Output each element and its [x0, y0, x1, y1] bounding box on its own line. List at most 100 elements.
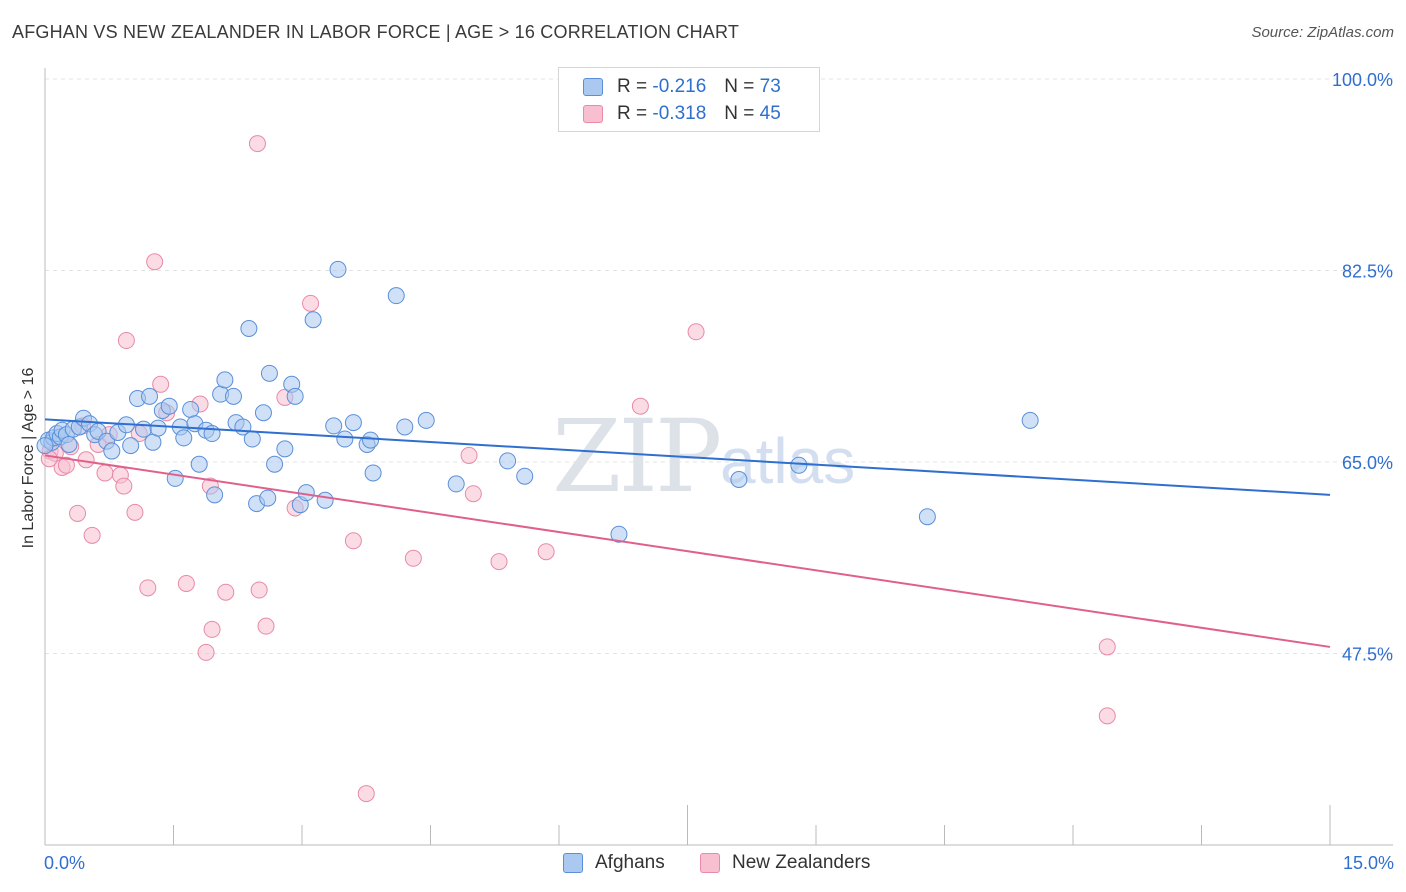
- afghan-point: [364, 464, 382, 482]
- nz-point: [460, 446, 478, 464]
- afghan-point: [304, 311, 322, 329]
- bottom-legend-label-afghans: Afghans: [595, 852, 665, 873]
- afghan-point: [610, 525, 628, 543]
- afghan-point: [730, 471, 748, 489]
- afghan-point: [175, 429, 193, 447]
- legend-r-label: R =: [617, 76, 648, 97]
- afghan-point: [190, 455, 208, 473]
- nz-point: [250, 581, 268, 599]
- nz-point: [217, 583, 235, 601]
- afghan-point: [141, 387, 159, 405]
- afghan-point: [918, 508, 936, 526]
- afghan-point: [276, 440, 294, 458]
- bottom-legend-swatch-afghans: [563, 853, 583, 873]
- afghan-point: [790, 456, 808, 474]
- afghan-point: [166, 469, 184, 487]
- afghan-point: [224, 387, 242, 405]
- nz-point: [490, 553, 508, 571]
- legend-r-value-new-zealanders: -0.318: [652, 103, 707, 124]
- y-tick-label: 47.5%: [1342, 645, 1393, 665]
- nz-point: [464, 485, 482, 503]
- bottom-legend-swatch-new-zealanders: [700, 853, 720, 873]
- afghans-points: [36, 260, 1039, 543]
- afghan-point: [362, 431, 380, 449]
- nz-point: [537, 543, 555, 561]
- afghan-point: [396, 418, 414, 436]
- nz-point: [126, 503, 144, 521]
- nz-point: [197, 643, 215, 661]
- afghan-point: [260, 364, 278, 382]
- legend-row-afghans: R = -0.216 N = 73: [583, 76, 781, 98]
- afghan-point: [329, 260, 347, 278]
- y-tick-label: 100.0%: [1332, 70, 1393, 90]
- afghan-point: [182, 400, 200, 418]
- nz-point: [631, 397, 649, 415]
- afghan-point: [266, 455, 284, 473]
- legend-n-value-new-zealanders: 45: [759, 103, 781, 124]
- legend-swatch-new-zealanders: [583, 105, 603, 123]
- new-zealanders-points: [40, 135, 1116, 803]
- legend-n-label: N =: [724, 76, 755, 97]
- bottom-legend-label-new-zealanders: New Zealanders: [732, 852, 871, 873]
- x-tick-label-max: 15.0%: [1342, 853, 1394, 873]
- x-tick-label-min: 0.0%: [44, 853, 86, 873]
- afghan-point: [336, 430, 354, 448]
- bottom-legend-new-zealanders: New Zealanders: [700, 852, 870, 874]
- afghan-point: [206, 486, 224, 504]
- nz-point: [57, 456, 75, 474]
- tick-labels: 47.5% 65.0% 82.5% 100.0%: [1332, 70, 1393, 665]
- nz-point: [96, 464, 114, 482]
- afghan-point: [447, 475, 465, 493]
- chart-title: AFGHAN VS NEW ZEALANDER IN LABOR FORCE |…: [12, 22, 740, 42]
- trend-lines: [44, 418, 1331, 648]
- afghan-point: [387, 287, 405, 305]
- afghan-point: [160, 397, 178, 415]
- legend-n-label: N =: [724, 103, 755, 124]
- nz-point: [152, 375, 170, 393]
- new-zealanders-trend-line: [44, 454, 1331, 648]
- grid-layer: [45, 78, 1393, 654]
- nz-point: [69, 504, 87, 522]
- afghan-point: [254, 404, 272, 422]
- legend-r-label: R =: [617, 103, 648, 124]
- afghan-point: [243, 430, 261, 448]
- nz-point: [248, 135, 266, 153]
- nz-point: [146, 253, 164, 271]
- nz-point: [357, 785, 375, 803]
- legend-n-value-afghans: 73: [759, 76, 781, 97]
- afghan-point: [240, 319, 258, 337]
- nz-point: [344, 532, 362, 550]
- nz-point: [139, 579, 157, 597]
- legend-row-new-zealanders: R = -0.318 N = 45: [583, 103, 781, 125]
- afghan-point: [103, 442, 121, 460]
- bottom-legend-afghans: Afghans: [563, 852, 665, 874]
- nz-point: [177, 574, 195, 592]
- afghan-point: [259, 489, 277, 507]
- afghan-point: [316, 491, 334, 509]
- afghans-trend-line: [44, 418, 1331, 496]
- nz-point: [687, 323, 705, 341]
- axis-layer: [44, 68, 1393, 846]
- source-label: Source: ZipAtlas.com: [1251, 24, 1394, 41]
- afghan-point: [60, 435, 78, 453]
- afghan-point: [144, 433, 162, 451]
- afghan-point: [216, 371, 234, 389]
- nz-point: [257, 617, 275, 635]
- nz-point: [404, 549, 422, 567]
- correlation-legend: R = -0.216 N = 73 R = -0.318 N = 45: [558, 67, 820, 132]
- afghan-point: [122, 437, 140, 455]
- afghan-point: [36, 437, 54, 455]
- afghan-point: [325, 417, 343, 435]
- afghan-point: [149, 419, 167, 437]
- afghan-point: [516, 467, 534, 485]
- afghan-point: [499, 452, 517, 470]
- afghan-point: [344, 414, 362, 432]
- nz-point: [115, 477, 133, 495]
- nz-point: [117, 332, 135, 350]
- nz-point: [302, 294, 320, 312]
- nz-point: [1098, 638, 1116, 656]
- afghan-point: [1021, 411, 1039, 429]
- legend-swatch-afghans: [583, 78, 603, 96]
- afghan-point: [286, 387, 304, 405]
